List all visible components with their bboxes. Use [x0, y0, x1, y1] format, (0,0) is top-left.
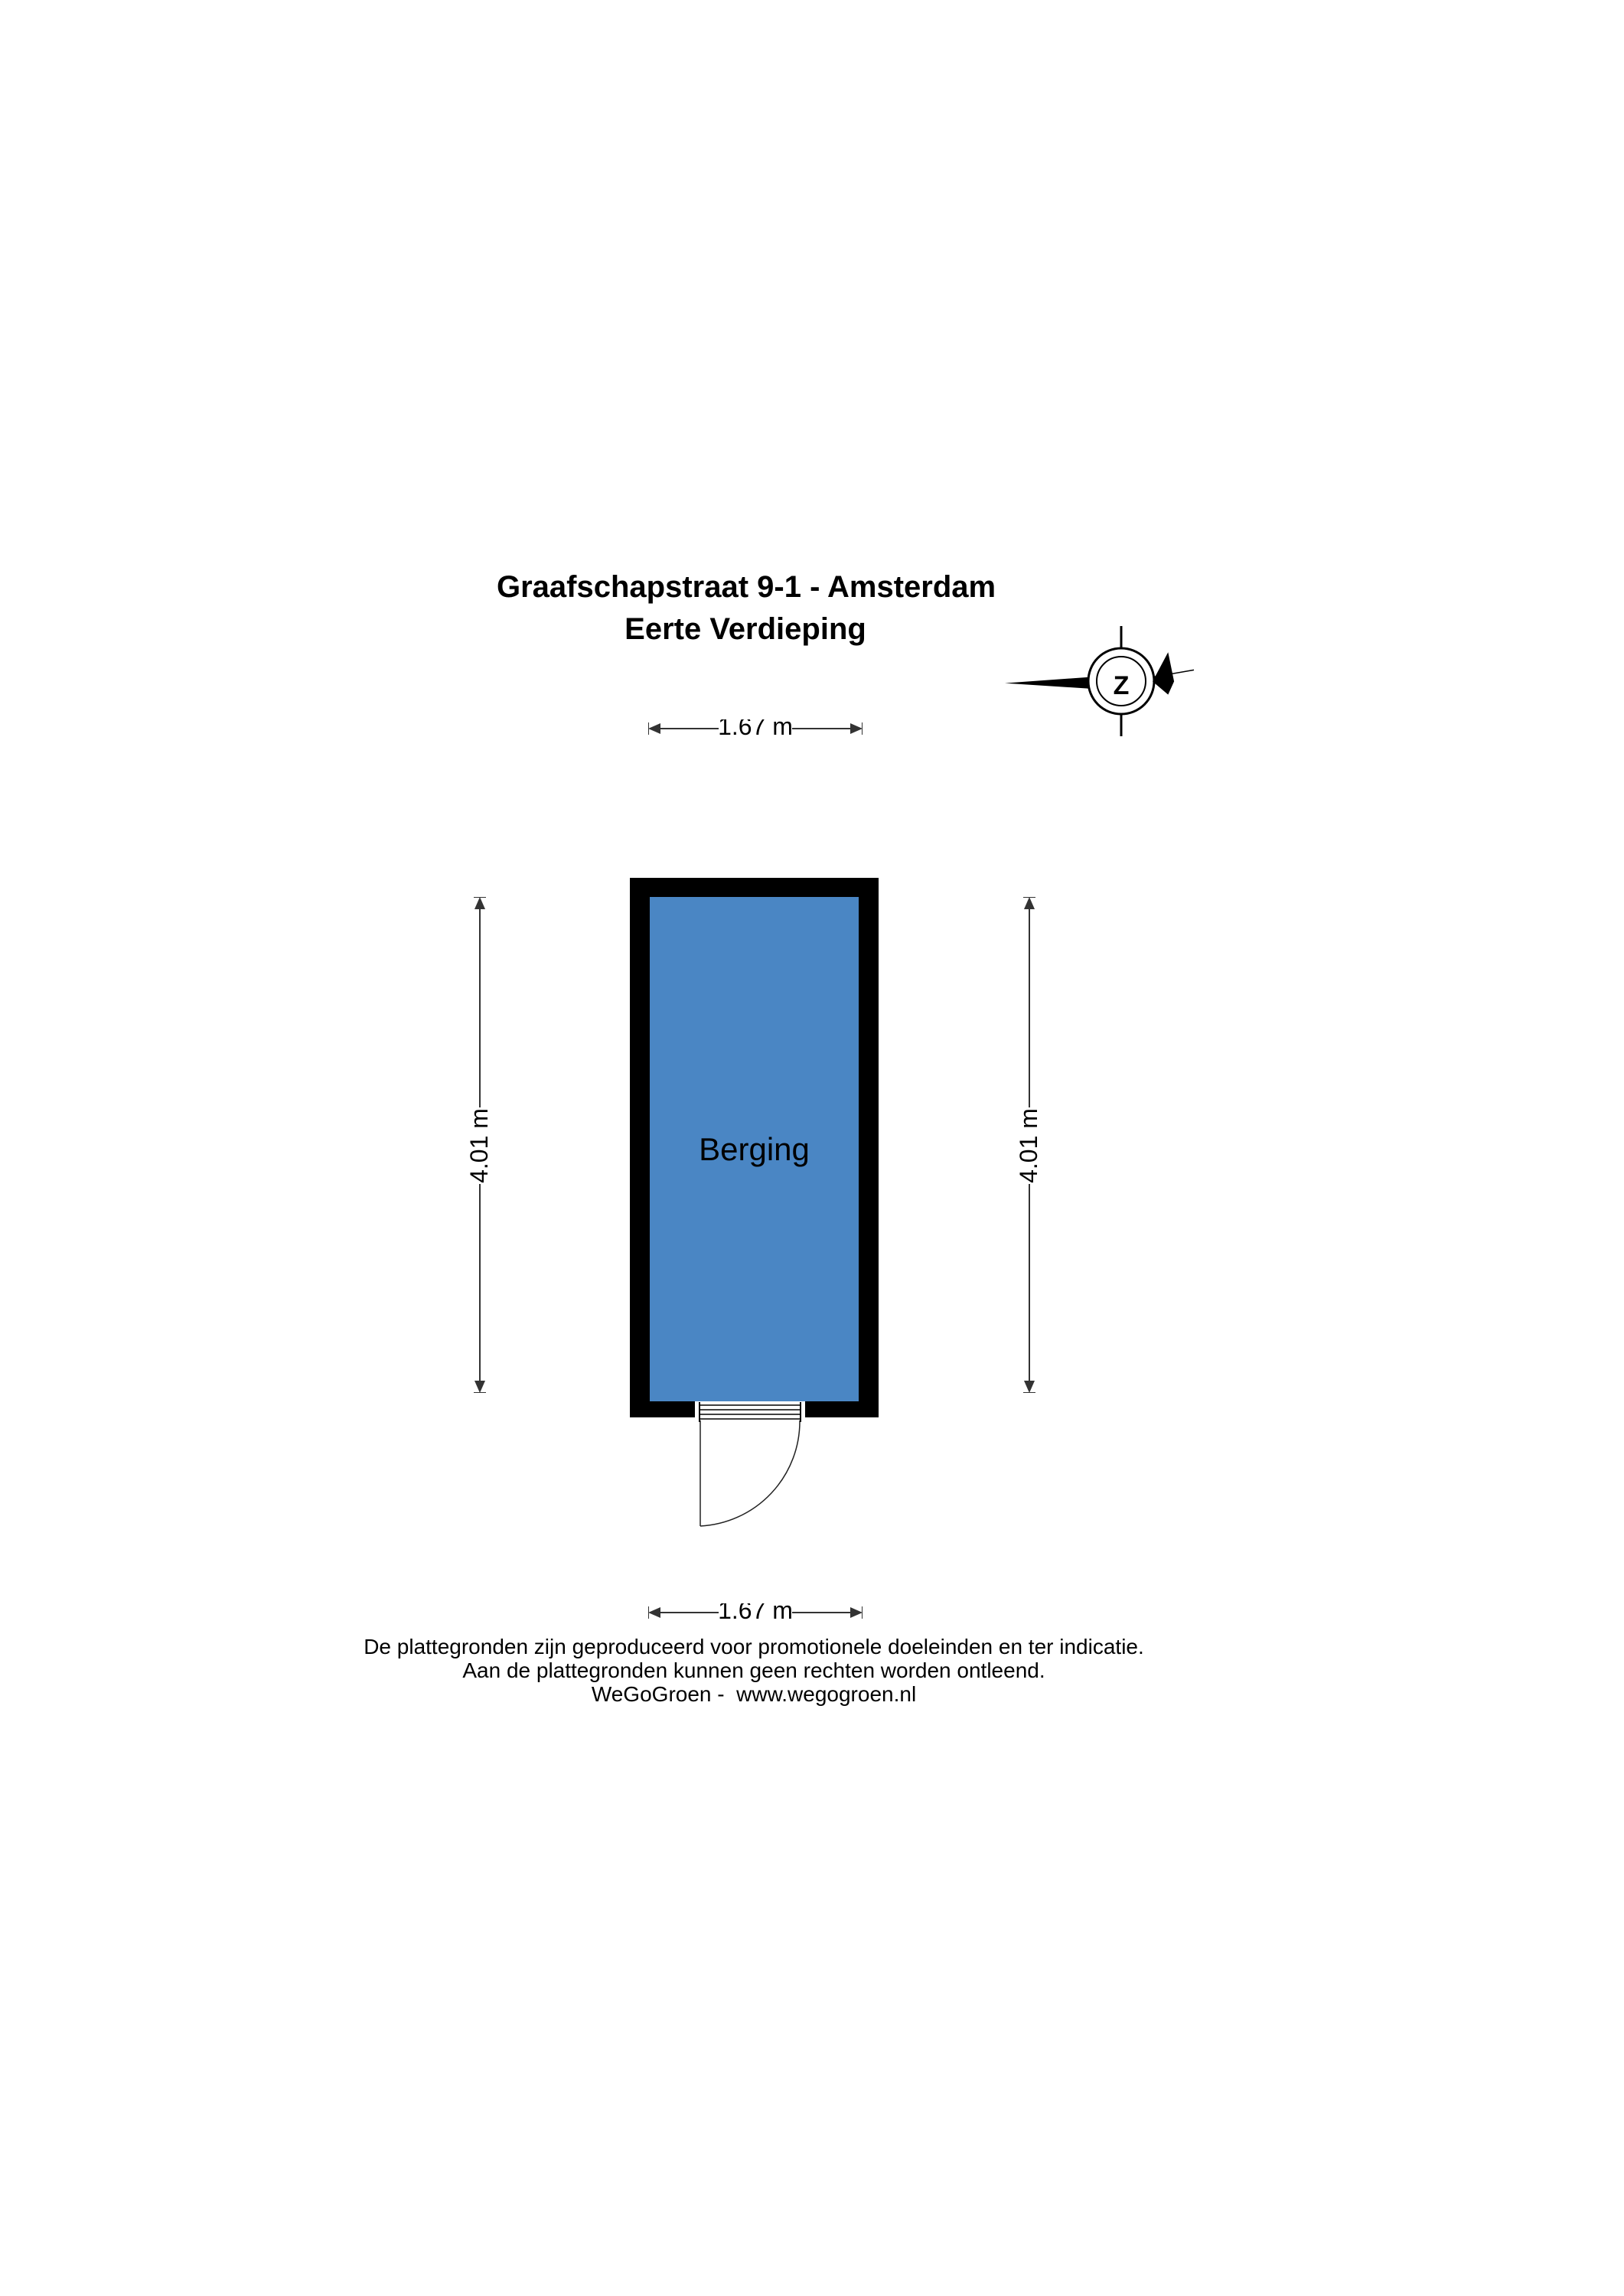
svg-text:Z: Z [1114, 671, 1130, 700]
svg-text:4.01 m: 4.01 m [1018, 1108, 1041, 1183]
svg-text:1.67 m: 1.67 m [718, 719, 793, 740]
svg-text:4.01 m: 4.01 m [468, 1108, 491, 1183]
svg-text:1.67 m: 1.67 m [718, 1603, 793, 1624]
